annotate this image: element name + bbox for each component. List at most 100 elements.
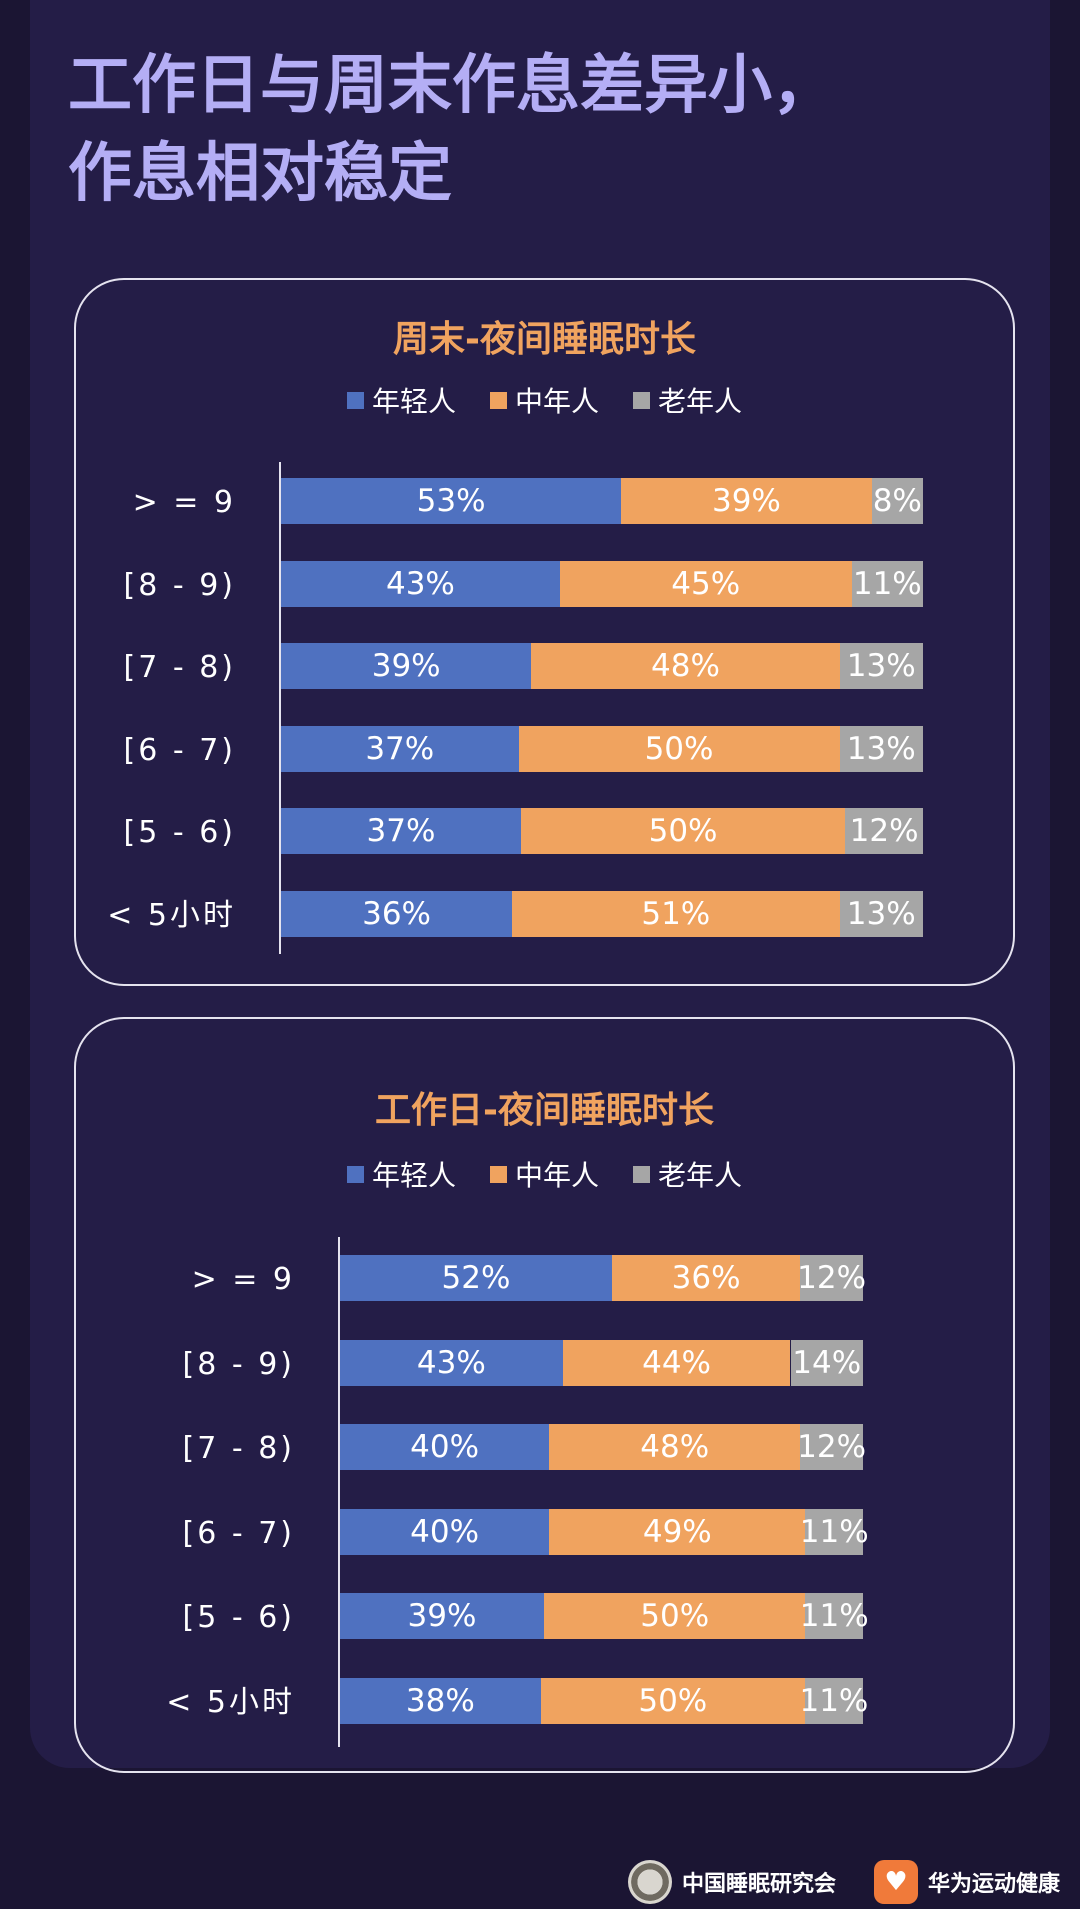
bar-value-label: 37% [365, 730, 435, 767]
category-label: [5 - 6) [123, 815, 236, 850]
legend-label-middle: 中年人 [514, 1159, 599, 1192]
bar-value-label: 11% [799, 1682, 869, 1719]
workday-chart-title: 工作日-夜间睡眠时长 [375, 1090, 714, 1131]
bar-segment-young: 36% [281, 890, 513, 937]
sleep-society-name: 中国睡眠研究会 [681, 1872, 836, 1897]
category-label: < 5小时 [166, 1684, 295, 1720]
category-label: [5 - 6) [182, 1600, 295, 1635]
bar-segment-middle: 48% [531, 643, 840, 689]
bar-value-label: 48% [651, 648, 720, 684]
page-title-line-2: 作息相对稳定 [68, 137, 452, 211]
bar-segment-old: 12% [797, 1255, 867, 1301]
bar-value-label: 13% [846, 648, 916, 684]
bar-value-label: 39% [407, 1598, 477, 1634]
page-title: 工作日与周末作息差异小， 作息相对稳定 [68, 42, 836, 218]
bar-value-label: 43% [416, 1344, 486, 1381]
huawei-health-logo-icon: ♥ [873, 1860, 918, 1904]
workday-chart-panel: 工作日-夜间睡眠时长 年轻人 中年人 老年人 > = 9 52% 36% 12% [8 … [74, 1017, 1015, 1773]
bar-segment-young: 40% [340, 1508, 550, 1555]
sleep-society-logo-icon [627, 1860, 672, 1904]
legend-item-middle: 中年人 [489, 380, 599, 420]
bar-value-label: 50% [638, 1682, 708, 1719]
bar-segment-old: 12% [797, 1424, 867, 1470]
bar-value-label: 11% [799, 1513, 869, 1550]
bar-value-label: 37% [366, 813, 436, 849]
category-label: > = 9 [191, 1262, 295, 1297]
bar-segment-middle: 36% [611, 1255, 801, 1301]
bar-value-label: 12% [849, 813, 919, 849]
bar-segment-old: 13% [839, 643, 923, 689]
bar-segment-old: 11% [800, 1593, 869, 1639]
bar-value-label: 11% [852, 565, 922, 602]
category-label: < 5小时 [107, 897, 236, 933]
bar-value-label: 13% [846, 730, 916, 767]
bar-value-label: 38% [405, 1682, 475, 1719]
footer-brand-sleep-society: 中国睡眠研究会 [627, 1860, 836, 1904]
category-label: [6 - 7) [123, 732, 236, 768]
legend-swatch-middle [489, 1165, 507, 1183]
category-label: > = 9 [132, 485, 236, 520]
bar-value-label: 50% [640, 1598, 710, 1634]
bar-value-label: 40% [410, 1429, 480, 1465]
legend-item-middle: 中年人 [489, 1154, 599, 1194]
bar-segment-young: 40% [340, 1424, 550, 1470]
y-axis-line [338, 1237, 340, 1747]
legend-label-middle: 中年人 [514, 385, 599, 418]
bar-segment-old: 13% [839, 890, 923, 937]
bar-value-label: 45% [671, 565, 741, 602]
legend-swatch-young [346, 391, 364, 409]
bar-value-label: 39% [371, 648, 441, 684]
bar-segment-young: 37% [281, 808, 521, 854]
bar-value-label: 53% [416, 483, 486, 519]
bar-segment-old: 11% [799, 1677, 868, 1724]
bar-segment-middle: 39% [621, 478, 872, 524]
legend-item-young: 年轻人 [346, 1154, 456, 1194]
bar-value-label: 43% [385, 565, 455, 602]
weekend-chart-legend: 年轻人 中年人 老年人 [76, 380, 1013, 420]
legend-swatch-old [633, 391, 650, 409]
bar-segment-middle: 48% [549, 1424, 801, 1470]
bar-segment-middle: 49% [549, 1508, 806, 1555]
bar-value-label: 52% [441, 1260, 511, 1296]
category-label: [7 - 8) [123, 650, 236, 685]
bar-segment-young: 37% [281, 725, 519, 772]
legend-label-young: 年轻人 [371, 1159, 456, 1192]
weekend-chart-panel: 周末-夜间睡眠时长 年轻人 中年人 老年人 > = 9 53% 39% 8% [8 - … [74, 278, 1015, 986]
legend-label-old: 老年人 [658, 1159, 743, 1192]
legend-item-old: 老年人 [633, 380, 742, 420]
bar-value-label: 12% [797, 1429, 867, 1465]
bar-segment-young: 39% [340, 1593, 544, 1639]
legend-item-young: 年轻人 [346, 380, 456, 420]
y-axis-line [279, 462, 281, 954]
bar-segment-middle: 50% [540, 1677, 805, 1724]
bar-value-label: 50% [644, 730, 714, 767]
page-title-line-1: 工作日与周末作息差异小， [68, 49, 836, 123]
bar-value-label: 48% [640, 1429, 710, 1465]
bar-value-label: 13% [846, 895, 916, 932]
legend-label-old: 老年人 [658, 385, 743, 418]
bar-value-label: 40% [410, 1513, 480, 1550]
bar-segment-young: 43% [340, 1339, 563, 1386]
category-label: [6 - 7) [182, 1515, 295, 1551]
bar-value-label: 50% [648, 813, 718, 849]
category-label: [8 - 9) [123, 567, 236, 603]
legend-label-young: 年轻人 [371, 385, 456, 418]
category-label: [7 - 8) [182, 1431, 295, 1466]
workday-chart-legend: 年轻人 中年人 老年人 [76, 1154, 1013, 1194]
bar-value-label: 12% [797, 1260, 867, 1296]
bar-value-label: 51% [641, 895, 711, 932]
bar-segment-young: 43% [281, 560, 560, 607]
bar-value-label: 11% [799, 1598, 869, 1634]
bar-segment-middle: 45% [559, 560, 852, 607]
bar-segment-middle: 50% [543, 1593, 806, 1639]
bar-segment-old: 11% [851, 560, 923, 607]
bar-segment-old: 8% [871, 478, 923, 524]
bar-value-label: 36% [362, 895, 431, 932]
footer-brand-huawei-health: ♥ 华为运动健康 [873, 1860, 1060, 1904]
background-card [30, 0, 1050, 1768]
bar-value-label: 36% [671, 1260, 741, 1296]
huawei-health-name: 华为运动健康 [927, 1872, 1060, 1897]
bar-segment-old: 13% [839, 725, 923, 772]
weekend-chart-title: 周末-夜间睡眠时长 [393, 319, 696, 360]
legend-item-old: 老年人 [633, 1154, 742, 1194]
